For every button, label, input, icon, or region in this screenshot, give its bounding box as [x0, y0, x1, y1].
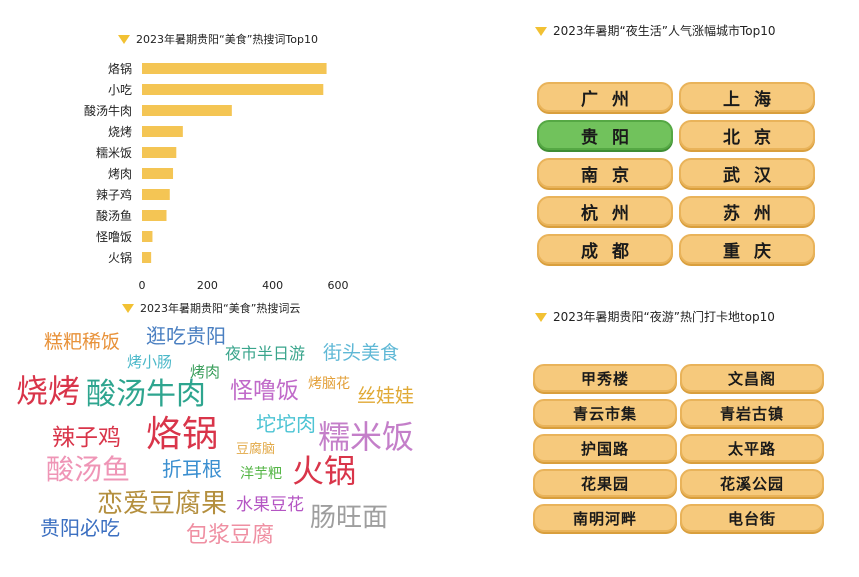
- night-spot-pill: 护国路: [533, 434, 677, 462]
- bar: [142, 126, 183, 137]
- nightlife-city-pill: 武汉: [679, 158, 815, 188]
- word-cloud-term: 街头美食: [323, 342, 400, 364]
- bar: [142, 147, 177, 158]
- nightlife-city-pill: 成都: [537, 234, 673, 264]
- night-spot-pill: 文昌阁: [680, 364, 824, 392]
- word-cloud-term: 洋芋粑: [240, 466, 282, 482]
- bar: [142, 168, 174, 179]
- bar: [142, 231, 153, 242]
- x-tick-label: 400: [262, 279, 283, 290]
- nightlife-city-pill: 贵阳: [537, 120, 673, 150]
- nightlife-city-pill: 苏州: [679, 196, 815, 226]
- bar: [142, 105, 232, 116]
- bar-category-label: 辣子鸡: [96, 187, 132, 202]
- word-cloud-term: 贵阳必吃: [40, 516, 120, 540]
- bar-category-label: 火锅: [108, 250, 132, 265]
- word-cloud-term: 夜市半日游: [225, 344, 306, 363]
- food-bar-title: 2023年暑期贵阳“美食”热搜词Top10: [118, 31, 318, 47]
- bar-category-label: 酸汤鱼: [96, 208, 132, 223]
- word-cloud-term: 包浆豆腐: [186, 523, 275, 548]
- bar: [142, 210, 167, 221]
- word-cloud-term: 辣子鸡: [52, 425, 121, 451]
- nightlife-city-pill: 重庆: [679, 234, 815, 264]
- nightlife-city-pill: 广州: [537, 82, 673, 112]
- bar-category-label: 烙锅: [108, 61, 132, 76]
- bar-category-label: 怪噜饭: [96, 229, 132, 244]
- bar-category-label: 烧烤: [108, 124, 132, 139]
- word-cloud-term: 肠旺面: [310, 503, 389, 533]
- night-spot-pill: 花果园: [533, 469, 677, 497]
- night-spot-pill: 电台街: [680, 504, 824, 532]
- food-bar-title-text: 2023年暑期贵阳“美食”热搜词Top10: [136, 33, 318, 46]
- bar: [142, 63, 327, 74]
- night-spot-pill: 青云市集: [533, 399, 677, 427]
- word-cloud-term: 坨坨肉: [256, 412, 316, 436]
- bar: [142, 189, 170, 200]
- word-cloud-term: 烤肉: [190, 363, 221, 381]
- word-cloud-term: 火锅: [292, 452, 357, 490]
- word-cloud-term: 丝娃娃: [357, 385, 415, 407]
- x-tick-label: 600: [328, 279, 349, 290]
- night-spot-pill: 甲秀楼: [533, 364, 677, 392]
- nightlife-city-pill: 上海: [679, 82, 815, 112]
- word-cloud-term: 水果豆花: [236, 495, 304, 515]
- bar-category-label: 糯米饭: [96, 146, 132, 160]
- word-cloud-term: 恋爱豆腐果: [97, 489, 228, 519]
- night-tour-title: 2023年暑期贵阳“夜游”热门打卡地top10: [535, 308, 775, 325]
- food-cloud-title-text: 2023年暑期贵阳“美食”热搜词云: [140, 302, 301, 315]
- word-cloud-term: 烤脑花: [308, 376, 350, 392]
- bar-category-label: 酸汤牛肉: [84, 103, 132, 118]
- bar: [142, 84, 324, 95]
- night-spot-pill: 太平路: [680, 434, 824, 462]
- night-tour-title-text: 2023年暑期贵阳“夜游”热门打卡地top10: [553, 310, 775, 324]
- x-tick-label: 0: [139, 279, 146, 290]
- night-spot-pill: 南明河畔: [533, 504, 677, 532]
- word-cloud-term: 糯米饭: [318, 418, 415, 456]
- x-tick-label: 200: [197, 279, 218, 290]
- night-spot-pill: 青岩古镇: [680, 399, 824, 427]
- word-cloud-term: 怪噜饭: [230, 378, 299, 404]
- word-cloud-term: 糕粑稀饭: [44, 331, 121, 353]
- triangle-marker-icon: [535, 27, 547, 36]
- nightlife-city-pill: 杭州: [537, 196, 673, 226]
- word-cloud-term: 酸汤鱼: [46, 453, 131, 486]
- food-cloud-title: 2023年暑期贵阳“美食”热搜词云: [122, 300, 300, 316]
- word-cloud-term: 酸汤牛肉: [86, 377, 206, 412]
- word-cloud-term: 烧烤: [16, 372, 81, 410]
- night-spot-pill: 花溪公园: [680, 469, 824, 497]
- bar: [142, 252, 152, 263]
- word-cloud-term: 豆腐脑: [236, 442, 276, 457]
- word-cloud-term: 烤小肠: [127, 353, 173, 371]
- word-cloud-term: 折耳根: [162, 457, 222, 481]
- nightlife-title-text: 2023年暑期“夜生活”人气涨幅城市Top10: [553, 24, 776, 38]
- bar-category-label: 烤肉: [108, 166, 132, 181]
- triangle-marker-icon: [122, 304, 134, 313]
- nightlife-city-pill: 北京: [679, 120, 815, 150]
- triangle-marker-icon: [118, 35, 130, 44]
- word-cloud-term: 逛吃贵阳: [146, 324, 226, 348]
- triangle-marker-icon: [535, 313, 547, 322]
- word-cloud-term: 烙锅: [146, 414, 219, 455]
- nightlife-city-pill: 南京: [537, 158, 673, 188]
- nightlife-title: 2023年暑期“夜生活”人气涨幅城市Top10: [535, 22, 776, 39]
- bar-category-label: 小吃: [108, 83, 132, 97]
